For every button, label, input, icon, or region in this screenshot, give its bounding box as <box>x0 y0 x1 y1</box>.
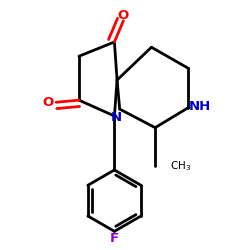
Text: O: O <box>118 9 129 22</box>
Text: F: F <box>110 232 119 245</box>
Text: NH: NH <box>189 100 211 113</box>
Text: CH$_3$: CH$_3$ <box>170 159 191 173</box>
Text: N: N <box>110 111 122 124</box>
Text: O: O <box>42 96 54 109</box>
